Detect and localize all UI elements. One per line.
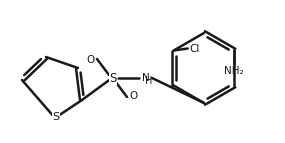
Text: NH₂: NH₂ (225, 66, 244, 77)
Text: N: N (142, 73, 150, 83)
Text: H: H (145, 76, 153, 86)
Text: O: O (87, 55, 95, 65)
Text: S: S (52, 112, 60, 122)
Text: Cl: Cl (190, 43, 200, 53)
Text: O: O (129, 91, 137, 101)
Text: S: S (109, 72, 117, 85)
